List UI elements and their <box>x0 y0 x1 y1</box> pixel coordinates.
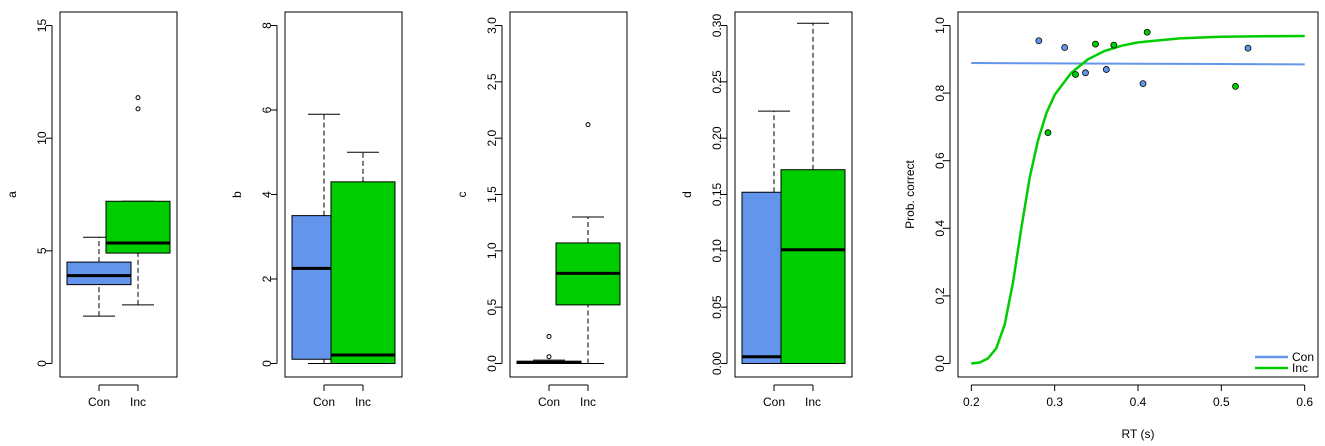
box-inc <box>105 200 171 254</box>
point-con <box>1102 66 1110 73</box>
y-tick-label: 0.20 <box>710 126 724 150</box>
y-tick-label: 0.25 <box>710 70 724 94</box>
y-tick-label: 0.00 <box>710 351 724 375</box>
outlier-inc <box>135 106 141 112</box>
y-tick-label: 0.4 <box>933 220 947 237</box>
y-tick-label: 6 <box>260 106 274 113</box>
y-tick-label: 0.0 <box>933 355 947 372</box>
outlier-con <box>546 333 552 339</box>
legend-label-con: Con <box>1292 350 1314 364</box>
y-tick-label: 10 <box>35 131 49 145</box>
y-tick-label: 0.5 <box>485 298 499 315</box>
x-tick-label: 0.6 <box>1296 395 1313 409</box>
x-tick-label: 0.4 <box>1130 395 1147 409</box>
y-tick-label: 0.15 <box>710 182 724 206</box>
point-inc <box>1143 28 1151 36</box>
legend-label-inc: Inc <box>1292 361 1308 375</box>
outlier-con <box>546 354 552 360</box>
x-tick-label: Inc <box>580 395 596 409</box>
x-tick-label: Inc <box>805 395 821 409</box>
y-tick-label: 1.0 <box>933 17 947 34</box>
x-tick-label: Inc <box>355 395 371 409</box>
y-tick-label: 0.05 <box>710 295 724 319</box>
y-tick-label: 2.0 <box>485 130 499 147</box>
point-inc <box>1092 40 1099 48</box>
y-tick-label: 2 <box>260 275 274 282</box>
plot-frame-d <box>734 11 853 378</box>
y-tick-label: 1.0 <box>485 242 499 259</box>
x-tick-label: Con <box>538 395 560 409</box>
y-tick-label: 5 <box>35 247 49 254</box>
outlier-inc <box>135 95 141 101</box>
y-tick-label: 0.8 <box>933 84 947 101</box>
y-tick-label: 4 <box>260 191 274 198</box>
x-tick-label: 0.2 <box>963 395 980 409</box>
y-tick-label: 0.0 <box>485 355 499 372</box>
y-axis-label: Prob. correct <box>903 159 917 228</box>
y-axis-label: d <box>680 191 694 198</box>
y-tick-label: 8 <box>260 22 274 29</box>
point-con <box>1035 37 1043 45</box>
x-tick-label: Con <box>88 395 110 409</box>
y-tick-label: 1.5 <box>485 186 499 203</box>
plot-frame-prob-correct <box>957 11 1319 378</box>
box-con <box>66 261 132 286</box>
box-inc <box>780 169 846 364</box>
plot-frame-c <box>509 11 628 378</box>
y-axis-label: a <box>5 191 19 198</box>
plot-frame-b <box>284 11 403 378</box>
y-tick-label: 0.10 <box>710 239 724 263</box>
point-con <box>1061 44 1069 51</box>
y-tick-label: 0 <box>260 360 274 367</box>
fit-line-con <box>971 62 1305 66</box>
x-tick-label: 0.3 <box>1046 395 1063 409</box>
y-tick-label: 0.2 <box>933 287 947 304</box>
fit-line-inc <box>971 34 1305 365</box>
point-con <box>1244 44 1252 52</box>
point-con <box>1139 80 1147 88</box>
x-tick-label: Con <box>313 395 335 409</box>
y-axis-label: c <box>455 192 469 198</box>
point-inc <box>1072 71 1079 78</box>
y-tick-label: 0.30 <box>710 14 724 38</box>
y-tick-label: 15 <box>35 19 49 33</box>
point-inc <box>1232 82 1239 90</box>
plot-frame-a <box>59 11 178 378</box>
x-axis-label: RT (s) <box>1122 427 1155 441</box>
y-tick-label: 0 <box>35 360 49 367</box>
point-con <box>1082 69 1089 77</box>
box-inc <box>330 181 396 364</box>
y-axis-label: b <box>230 191 244 198</box>
outlier-inc <box>585 122 591 128</box>
point-inc <box>1044 129 1052 137</box>
point-inc <box>1110 41 1118 49</box>
y-tick-label: 3.0 <box>485 17 499 34</box>
y-tick-label: 0.6 <box>933 152 947 169</box>
x-tick-label: Con <box>763 395 785 409</box>
y-tick-label: 2.5 <box>485 73 499 90</box>
x-tick-label: Inc <box>130 395 146 409</box>
x-tick-label: 0.5 <box>1213 395 1230 409</box>
